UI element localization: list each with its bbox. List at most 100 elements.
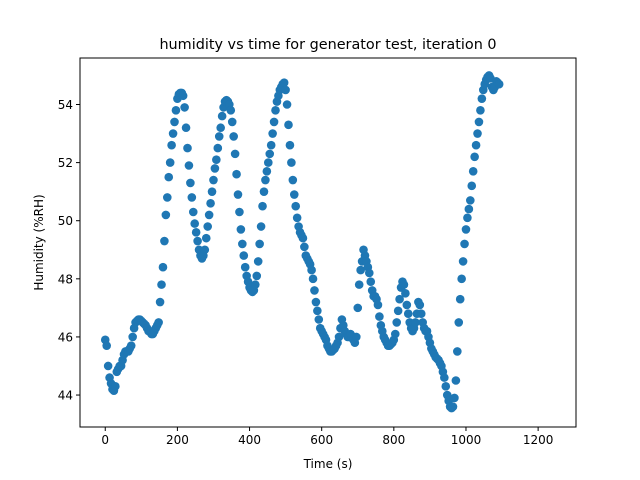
data-point — [390, 329, 400, 339]
y-axis-label: Humidity (%RH) — [32, 194, 46, 290]
data-point — [163, 193, 172, 202]
data-point — [102, 341, 111, 350]
data-point — [266, 140, 276, 150]
data-point — [463, 213, 472, 223]
data-point — [392, 318, 402, 327]
data-point — [209, 175, 218, 185]
data-points — [100, 71, 504, 413]
data-point — [467, 181, 477, 191]
data-point — [441, 382, 451, 391]
x-tick-label: 1000 — [451, 433, 482, 447]
data-point — [238, 239, 247, 249]
data-point — [158, 262, 168, 272]
y-tick-label: 54 — [58, 98, 73, 112]
data-point — [259, 187, 269, 196]
data-point — [235, 207, 244, 217]
data-point — [201, 233, 211, 243]
data-point — [271, 106, 280, 115]
data-point — [204, 210, 214, 220]
data-point — [473, 129, 482, 138]
data-point — [450, 393, 459, 403]
data-point — [261, 175, 270, 185]
data-point — [232, 169, 241, 179]
data-point — [356, 265, 365, 275]
data-point — [157, 280, 166, 289]
data-point — [255, 239, 264, 249]
data-point — [207, 187, 217, 196]
data-point — [375, 312, 384, 321]
data-point — [191, 228, 201, 237]
data-point — [264, 158, 273, 167]
data-point — [212, 155, 221, 164]
data-point — [313, 306, 322, 316]
data-point — [171, 106, 181, 115]
data-point — [287, 158, 296, 167]
data-point — [455, 294, 465, 304]
data-point — [200, 245, 210, 255]
data-point — [292, 213, 302, 223]
data-point — [229, 132, 238, 141]
data-point — [103, 361, 113, 371]
data-point — [284, 120, 293, 130]
data-point — [165, 158, 175, 167]
data-point — [289, 190, 299, 199]
data-point — [186, 178, 195, 188]
data-point — [401, 289, 410, 298]
data-point — [311, 297, 321, 307]
data-point — [167, 140, 176, 150]
data-point — [168, 129, 178, 138]
x-tick-label: 1200 — [523, 433, 554, 447]
data-point — [411, 318, 420, 327]
y-tick-label: 44 — [58, 389, 73, 403]
data-point — [190, 219, 200, 228]
data-point — [494, 79, 504, 89]
x-axis-label: Time (s) — [303, 457, 353, 471]
data-point — [206, 198, 215, 208]
data-point — [279, 78, 289, 87]
data-point — [239, 251, 249, 260]
data-point — [307, 265, 316, 275]
x-axis: 0 200 400 600 800 1000 1200 — [101, 427, 553, 447]
data-point — [373, 300, 383, 310]
data-point — [291, 201, 301, 211]
data-point — [466, 196, 475, 205]
data-point — [285, 140, 295, 150]
data-point — [188, 207, 198, 217]
data-point — [415, 300, 425, 310]
data-point — [268, 129, 277, 138]
data-point — [440, 373, 449, 382]
data-point — [352, 332, 361, 342]
data-point — [399, 280, 409, 289]
data-point — [476, 106, 485, 115]
data-point — [308, 274, 318, 284]
data-point — [126, 341, 136, 350]
data-point — [354, 280, 364, 289]
data-point — [111, 382, 120, 391]
data-point — [451, 376, 461, 385]
data-point — [468, 167, 478, 176]
data-point — [300, 242, 309, 252]
data-point — [233, 190, 243, 199]
data-point — [314, 315, 324, 324]
data-point — [160, 236, 169, 246]
data-point — [474, 117, 484, 127]
data-point — [128, 332, 137, 342]
y-tick-label: 48 — [58, 272, 73, 286]
data-point — [178, 91, 188, 101]
data-point — [402, 300, 412, 310]
data-point — [288, 175, 298, 185]
data-point — [184, 161, 194, 170]
data-point — [210, 164, 220, 173]
data-point — [281, 85, 290, 95]
data-point — [214, 132, 224, 141]
data-point — [477, 94, 487, 103]
data-point — [366, 277, 376, 287]
data-point — [183, 143, 192, 153]
data-point — [227, 117, 237, 127]
data-point — [256, 222, 266, 231]
data-point — [448, 402, 458, 411]
data-point — [154, 318, 163, 327]
plot-frame — [79, 57, 577, 428]
